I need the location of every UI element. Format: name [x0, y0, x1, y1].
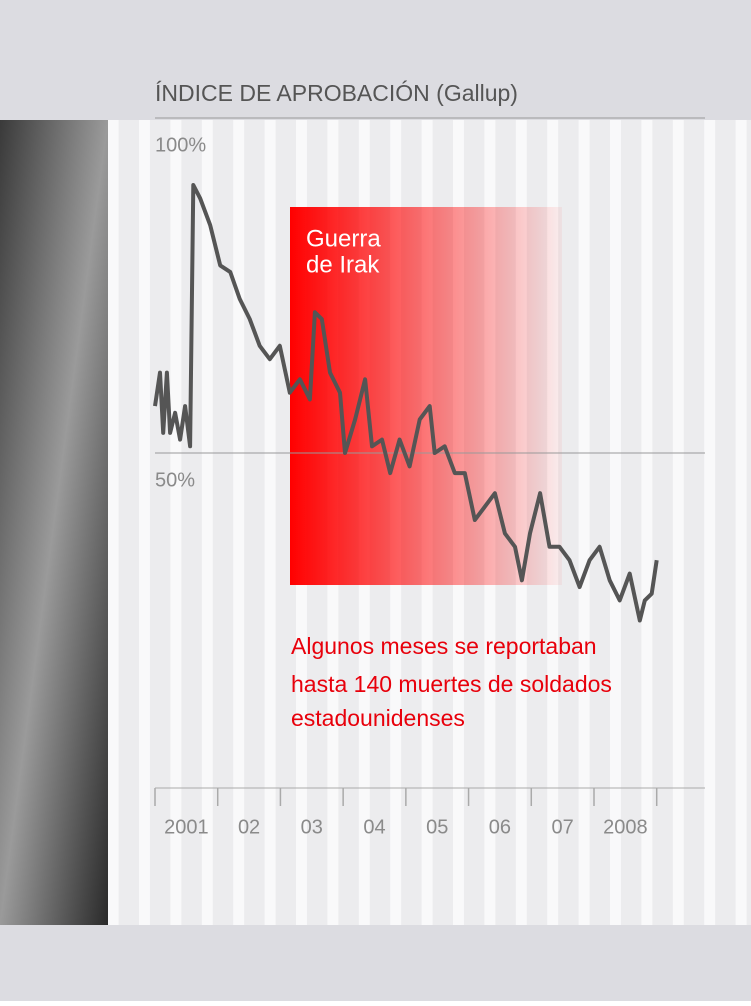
x-tick-label: 04: [363, 816, 385, 838]
note: Algunos meses se reportaban: [291, 633, 597, 659]
y-tick-label: 50%: [155, 469, 195, 491]
portrait-photo: [0, 120, 108, 925]
approval-line: [153, 183, 659, 623]
note: estadounidenses: [291, 705, 465, 731]
x-tick-label: 2001: [164, 816, 209, 838]
war-label: de Irak: [306, 251, 380, 278]
y-tick-label: 100%: [155, 134, 206, 156]
war-period: [290, 207, 562, 585]
note: hasta 140 muertes de soldados: [291, 671, 612, 697]
x-tick-label: 2008: [603, 816, 648, 838]
x-tick-label: 02: [238, 816, 260, 838]
x-tick-label: 07: [552, 816, 574, 838]
chart-title: ÍNDICE DE APROBACIÓN (Gallup): [155, 80, 518, 106]
x-tick-label: 03: [301, 816, 323, 838]
war-label: Guerra: [306, 225, 381, 252]
x-tick-label: 06: [489, 816, 511, 838]
x-tick-label: 05: [426, 816, 448, 838]
